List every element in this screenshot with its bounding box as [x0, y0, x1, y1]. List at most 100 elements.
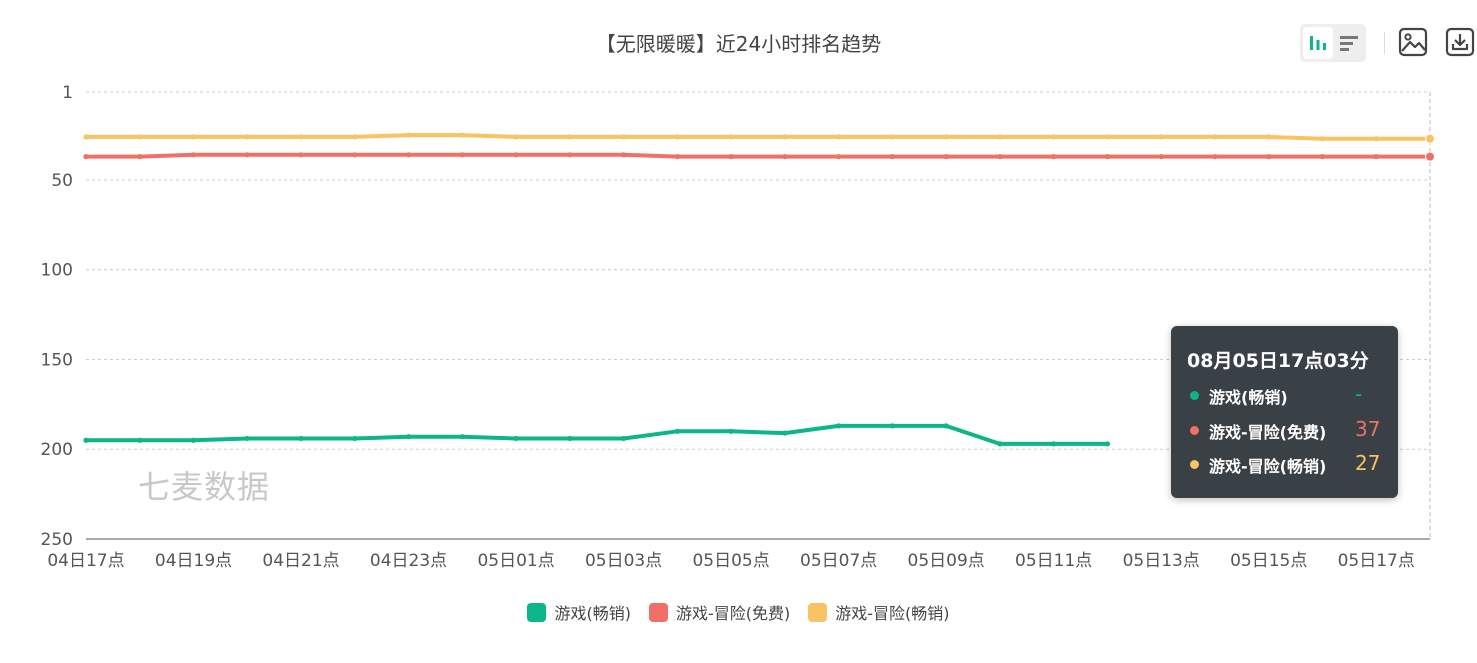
- data-point: [997, 154, 1003, 160]
- tooltip-series-value: -: [1355, 382, 1363, 406]
- image-icon[interactable]: [1398, 26, 1428, 58]
- data-point: [244, 152, 250, 158]
- data-point: [621, 152, 627, 158]
- bar-chart-icon[interactable]: [1303, 27, 1333, 59]
- x-tick-label: 05日05点: [692, 551, 769, 571]
- data-point: [83, 154, 89, 160]
- data-point: [782, 154, 788, 160]
- data-point: [1373, 136, 1379, 142]
- data-point: [621, 435, 627, 442]
- legend-label: 游戏-冒险(免费): [675, 604, 791, 623]
- data-point: [782, 430, 788, 436]
- data-point: [674, 154, 680, 160]
- data-point: [567, 134, 573, 140]
- tooltip-dot: [1190, 391, 1199, 400]
- legend-label: 游戏(畅销): [554, 604, 631, 623]
- data-point: [1051, 441, 1057, 447]
- tooltip-series-name: 游戏(畅销): [1209, 388, 1288, 407]
- view-toggle: [1300, 24, 1366, 62]
- data-point: [1212, 154, 1218, 160]
- data-point: [1104, 154, 1111, 160]
- data-point: [244, 435, 250, 442]
- data-point: [352, 435, 358, 442]
- data-point: [997, 134, 1003, 140]
- toolbar-divider: [1384, 32, 1385, 54]
- data-point: [244, 134, 250, 140]
- legend-item[interactable]: 游戏-冒险(免费): [648, 600, 791, 624]
- data-point: [405, 152, 412, 158]
- data-point: [567, 435, 573, 442]
- data-point: [1051, 154, 1057, 160]
- data-point: [1425, 151, 1435, 162]
- data-point: [1104, 134, 1111, 140]
- data-point: [1212, 134, 1218, 140]
- data-point: [1104, 441, 1111, 447]
- legend-swatch: [527, 602, 547, 622]
- data-point: [836, 154, 842, 160]
- download-icon[interactable]: [1445, 26, 1475, 58]
- data-point: [405, 132, 412, 138]
- legend-item[interactable]: 游戏(畅销): [527, 600, 631, 624]
- data-point: [352, 134, 358, 140]
- data-point: [1319, 154, 1326, 160]
- tooltip: 08月05日17点03分 游戏(畅销) - 游戏-冒险(免费) 37 游戏-冒险…: [1171, 326, 1398, 498]
- data-point: [674, 134, 680, 140]
- data-point: [782, 134, 788, 140]
- list-icon[interactable]: [1334, 27, 1364, 59]
- data-point: [1373, 154, 1379, 160]
- x-tick-label: 04日19点: [155, 551, 232, 571]
- data-point: [513, 435, 519, 442]
- y-tick-label: 250: [41, 530, 73, 550]
- legend: 游戏(畅销) 游戏-冒险(免费) 游戏-冒险(畅销): [0, 600, 1477, 624]
- x-tick-label: 04日17点: [47, 551, 124, 571]
- x-tick-label: 05日07点: [800, 551, 877, 571]
- data-point: [83, 437, 89, 443]
- watermark: 七麦数据: [138, 468, 271, 506]
- data-point: [459, 132, 465, 138]
- data-point: [352, 152, 358, 158]
- tooltip-row: 游戏-冒险(免费) 37: [1187, 417, 1387, 443]
- tooltip-dot: [1190, 426, 1199, 435]
- data-point: [1266, 134, 1272, 140]
- data-point: [513, 134, 519, 140]
- legend-item[interactable]: 游戏-冒险(畅销): [808, 600, 950, 624]
- y-tick-label: 150: [41, 350, 73, 370]
- tooltip-series-value: 27: [1355, 451, 1381, 475]
- data-point: [1158, 154, 1164, 160]
- data-point: [190, 134, 197, 140]
- data-point: [674, 428, 680, 434]
- legend-swatch: [648, 602, 668, 622]
- data-point: [621, 134, 627, 140]
- x-tick-label: 05日13点: [1123, 551, 1200, 571]
- tooltip-series-value: 37: [1355, 417, 1381, 441]
- tooltip-row: 游戏-冒险(畅销) 27: [1187, 451, 1387, 477]
- data-point: [567, 152, 573, 158]
- data-point: [728, 134, 734, 140]
- data-point: [298, 134, 304, 140]
- data-point: [943, 134, 949, 140]
- series-line: [84, 152, 1432, 159]
- data-point: [1425, 133, 1435, 144]
- data-point: [190, 152, 197, 158]
- x-tick-label: 04日21点: [262, 551, 339, 571]
- data-point: [1158, 134, 1164, 140]
- tooltip-row: 游戏(畅销) -: [1187, 382, 1387, 408]
- data-point: [137, 134, 143, 140]
- x-tick-label: 05日03点: [585, 551, 662, 571]
- y-tick-label: 200: [41, 440, 73, 460]
- x-tick-label: 05日01点: [477, 551, 554, 571]
- y-tick-label: 100: [41, 261, 73, 281]
- data-point: [943, 154, 949, 160]
- tooltip-series-name: 游戏-冒险(畅销): [1209, 457, 1327, 476]
- data-point: [728, 428, 734, 434]
- data-point: [137, 437, 143, 443]
- data-point: [836, 134, 842, 140]
- data-point: [298, 435, 304, 442]
- data-point: [298, 152, 304, 158]
- data-point: [728, 154, 734, 160]
- tooltip-dot: [1190, 460, 1199, 469]
- series-line: [84, 423, 1110, 446]
- x-tick-label: 05日15点: [1230, 551, 1307, 571]
- data-point: [889, 423, 896, 429]
